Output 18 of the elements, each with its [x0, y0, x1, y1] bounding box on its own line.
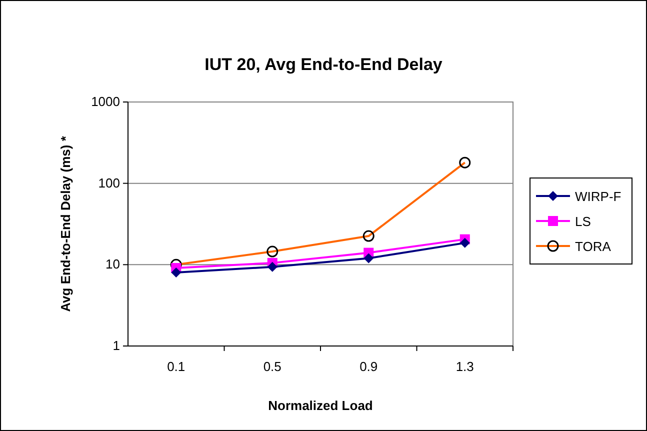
x-tick-label: 1.3 — [456, 359, 474, 374]
y-tick-label: 10 — [106, 256, 120, 272]
y-axis-title: Avg End-to-End Delay (ms) * — [58, 135, 73, 312]
y-tick-label: 1 — [112, 338, 120, 353]
x-tick-label: 0.9 — [360, 359, 378, 374]
y-tick-label: 100 — [98, 175, 120, 190]
legend-label: LS — [575, 214, 592, 229]
legend-label: WIRP-F — [575, 189, 622, 204]
x-tick-label: 0.5 — [263, 359, 282, 374]
point — [267, 262, 278, 272]
x-axis-title: Normalized Load — [268, 398, 373, 413]
chart-title: IUT 20, Avg End-to-End Delay — [204, 55, 443, 74]
legend-label: TORA — [575, 239, 612, 254]
point — [171, 268, 182, 278]
point — [460, 238, 470, 248]
y-tick-label: 1000 — [91, 94, 120, 109]
point — [364, 253, 374, 264]
x-tick-label: 0.1 — [167, 359, 186, 374]
